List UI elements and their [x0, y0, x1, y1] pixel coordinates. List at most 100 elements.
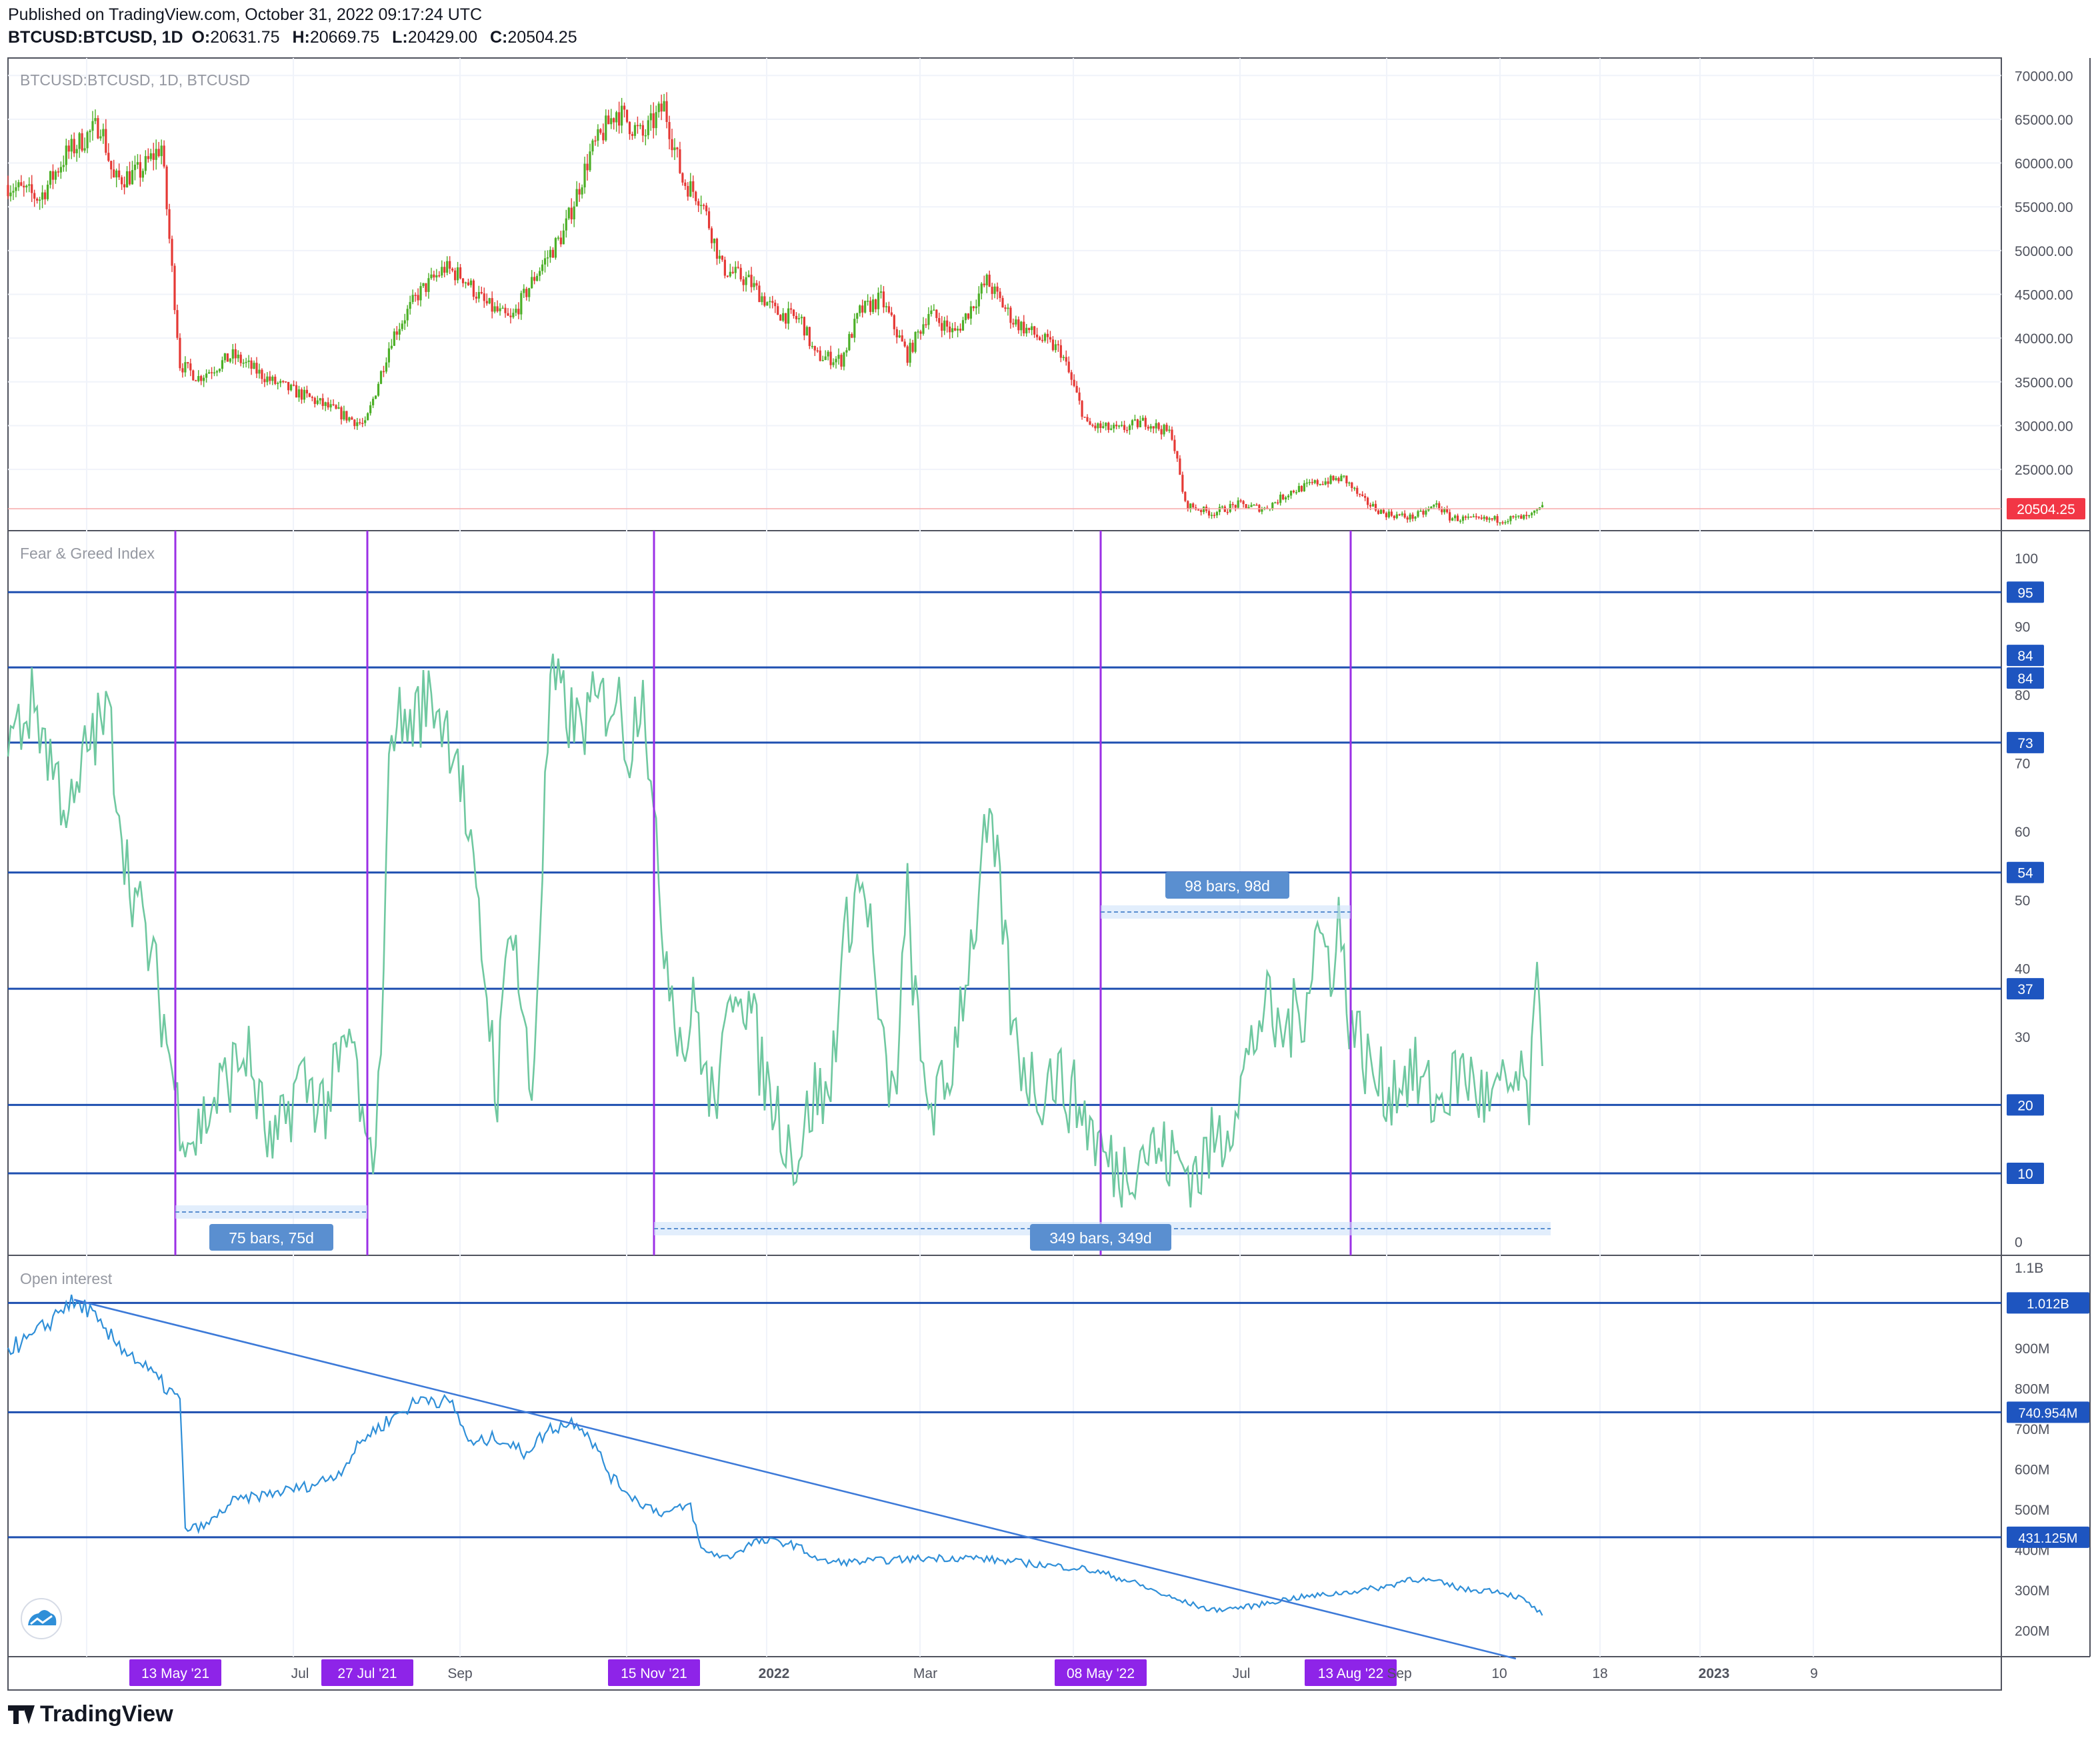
candle-body — [700, 205, 703, 206]
candle-body — [1086, 417, 1089, 421]
candle-body — [859, 305, 861, 313]
candle-body — [51, 171, 55, 180]
candle-body — [12, 191, 15, 193]
candle-body — [785, 313, 787, 324]
candle-body — [737, 267, 739, 268]
candle-body — [1351, 482, 1353, 489]
candle-body — [1535, 509, 1539, 511]
candle-body — [837, 355, 840, 359]
event-date-tag[interactable] — [321, 1659, 413, 1686]
candle-body — [1125, 429, 1129, 431]
candle-body — [1081, 401, 1083, 417]
candle-body — [121, 177, 123, 185]
candle-body — [636, 125, 639, 127]
time-tick-label: Mar — [913, 1666, 937, 1681]
candle-body — [543, 258, 547, 265]
candle-body — [953, 328, 957, 331]
measure-range[interactable] — [1101, 905, 1351, 919]
candle-body — [1245, 504, 1247, 509]
candle-body — [695, 191, 697, 201]
candle-body — [1337, 477, 1340, 481]
candle-body — [152, 153, 155, 160]
candle-body — [1277, 502, 1279, 504]
candle-body — [811, 345, 813, 347]
candle-body — [1321, 484, 1324, 485]
candle-body — [469, 280, 473, 285]
candle-body — [938, 318, 941, 323]
measure-label-box — [209, 1224, 333, 1251]
candle-body — [919, 331, 922, 334]
candle-body — [684, 182, 687, 187]
candle-body — [660, 103, 663, 112]
candle-body — [1215, 512, 1219, 516]
candle-body — [504, 307, 507, 313]
event-date-tag[interactable] — [129, 1659, 221, 1686]
candle-body — [147, 156, 149, 159]
candle-body — [1091, 425, 1094, 426]
candle-body — [461, 278, 465, 283]
candle-body — [242, 363, 245, 364]
fg-tick-label: 0 — [2015, 1235, 2023, 1250]
candle-body — [999, 291, 1001, 299]
candle-body — [763, 296, 766, 306]
candle-body — [136, 162, 139, 165]
candle-body — [1184, 491, 1187, 501]
candle-body — [1181, 475, 1184, 492]
candle-body — [774, 303, 777, 307]
candle-body — [649, 113, 652, 121]
candle-body — [898, 335, 901, 338]
candle-body — [1139, 421, 1141, 427]
fg-level-tag-label: 20 — [2017, 1098, 2033, 1113]
candle-body — [890, 312, 893, 315]
candle-body — [1255, 505, 1258, 506]
candle-body — [1353, 487, 1356, 489]
event-date-tag[interactable] — [1055, 1659, 1147, 1686]
price-tick-label: 45000.00 — [2015, 288, 2073, 303]
oi-trendline[interactable] — [73, 1299, 1517, 1660]
oi-tick-label: 700M — [2015, 1422, 2050, 1437]
candle-body — [139, 162, 142, 178]
candle-body — [43, 192, 47, 199]
candle-body — [353, 419, 356, 427]
candle-body — [39, 199, 41, 201]
candle-body — [641, 125, 644, 136]
candle-body — [1152, 426, 1155, 429]
event-date-tag[interactable] — [1305, 1659, 1397, 1686]
candle-body — [1477, 517, 1480, 518]
candle-body — [911, 343, 914, 352]
tv-cloud-icon[interactable] — [21, 1598, 62, 1639]
measure-label: 349 bars, 349d — [1049, 1229, 1151, 1247]
candle-body — [538, 271, 541, 276]
candle-body — [488, 298, 491, 304]
event-date-tag[interactable] — [608, 1659, 700, 1686]
candle-body — [845, 350, 848, 353]
candle-body — [1417, 511, 1419, 517]
candle-body — [144, 156, 147, 171]
candle-body — [628, 121, 631, 135]
candle-body — [385, 362, 388, 372]
candle-body — [62, 165, 65, 167]
candle-body — [449, 261, 451, 269]
candle-body — [70, 139, 73, 152]
candle-body — [610, 118, 613, 125]
candle-body — [1247, 507, 1250, 509]
candle-body — [734, 267, 737, 273]
candle-body — [258, 369, 261, 374]
candle-body — [1131, 420, 1134, 426]
candle-body — [816, 350, 819, 352]
candle-body — [438, 275, 441, 277]
tradingview-logo[interactable]: TradingView — [8, 1701, 173, 1727]
candle-body — [1319, 484, 1321, 485]
candle-body — [761, 296, 763, 303]
candle-body — [1324, 481, 1327, 485]
candle-body — [443, 267, 446, 273]
candle-body — [1207, 511, 1211, 516]
price-tick-label: 60000.00 — [2015, 157, 2073, 172]
candle-body — [935, 309, 938, 319]
fg-level-tag-label: 84 — [2017, 649, 2033, 664]
candle-body — [639, 125, 641, 127]
candle-body — [1229, 504, 1231, 512]
candle-body — [1023, 321, 1025, 334]
fg-level-tag-label: 37 — [2017, 982, 2033, 997]
